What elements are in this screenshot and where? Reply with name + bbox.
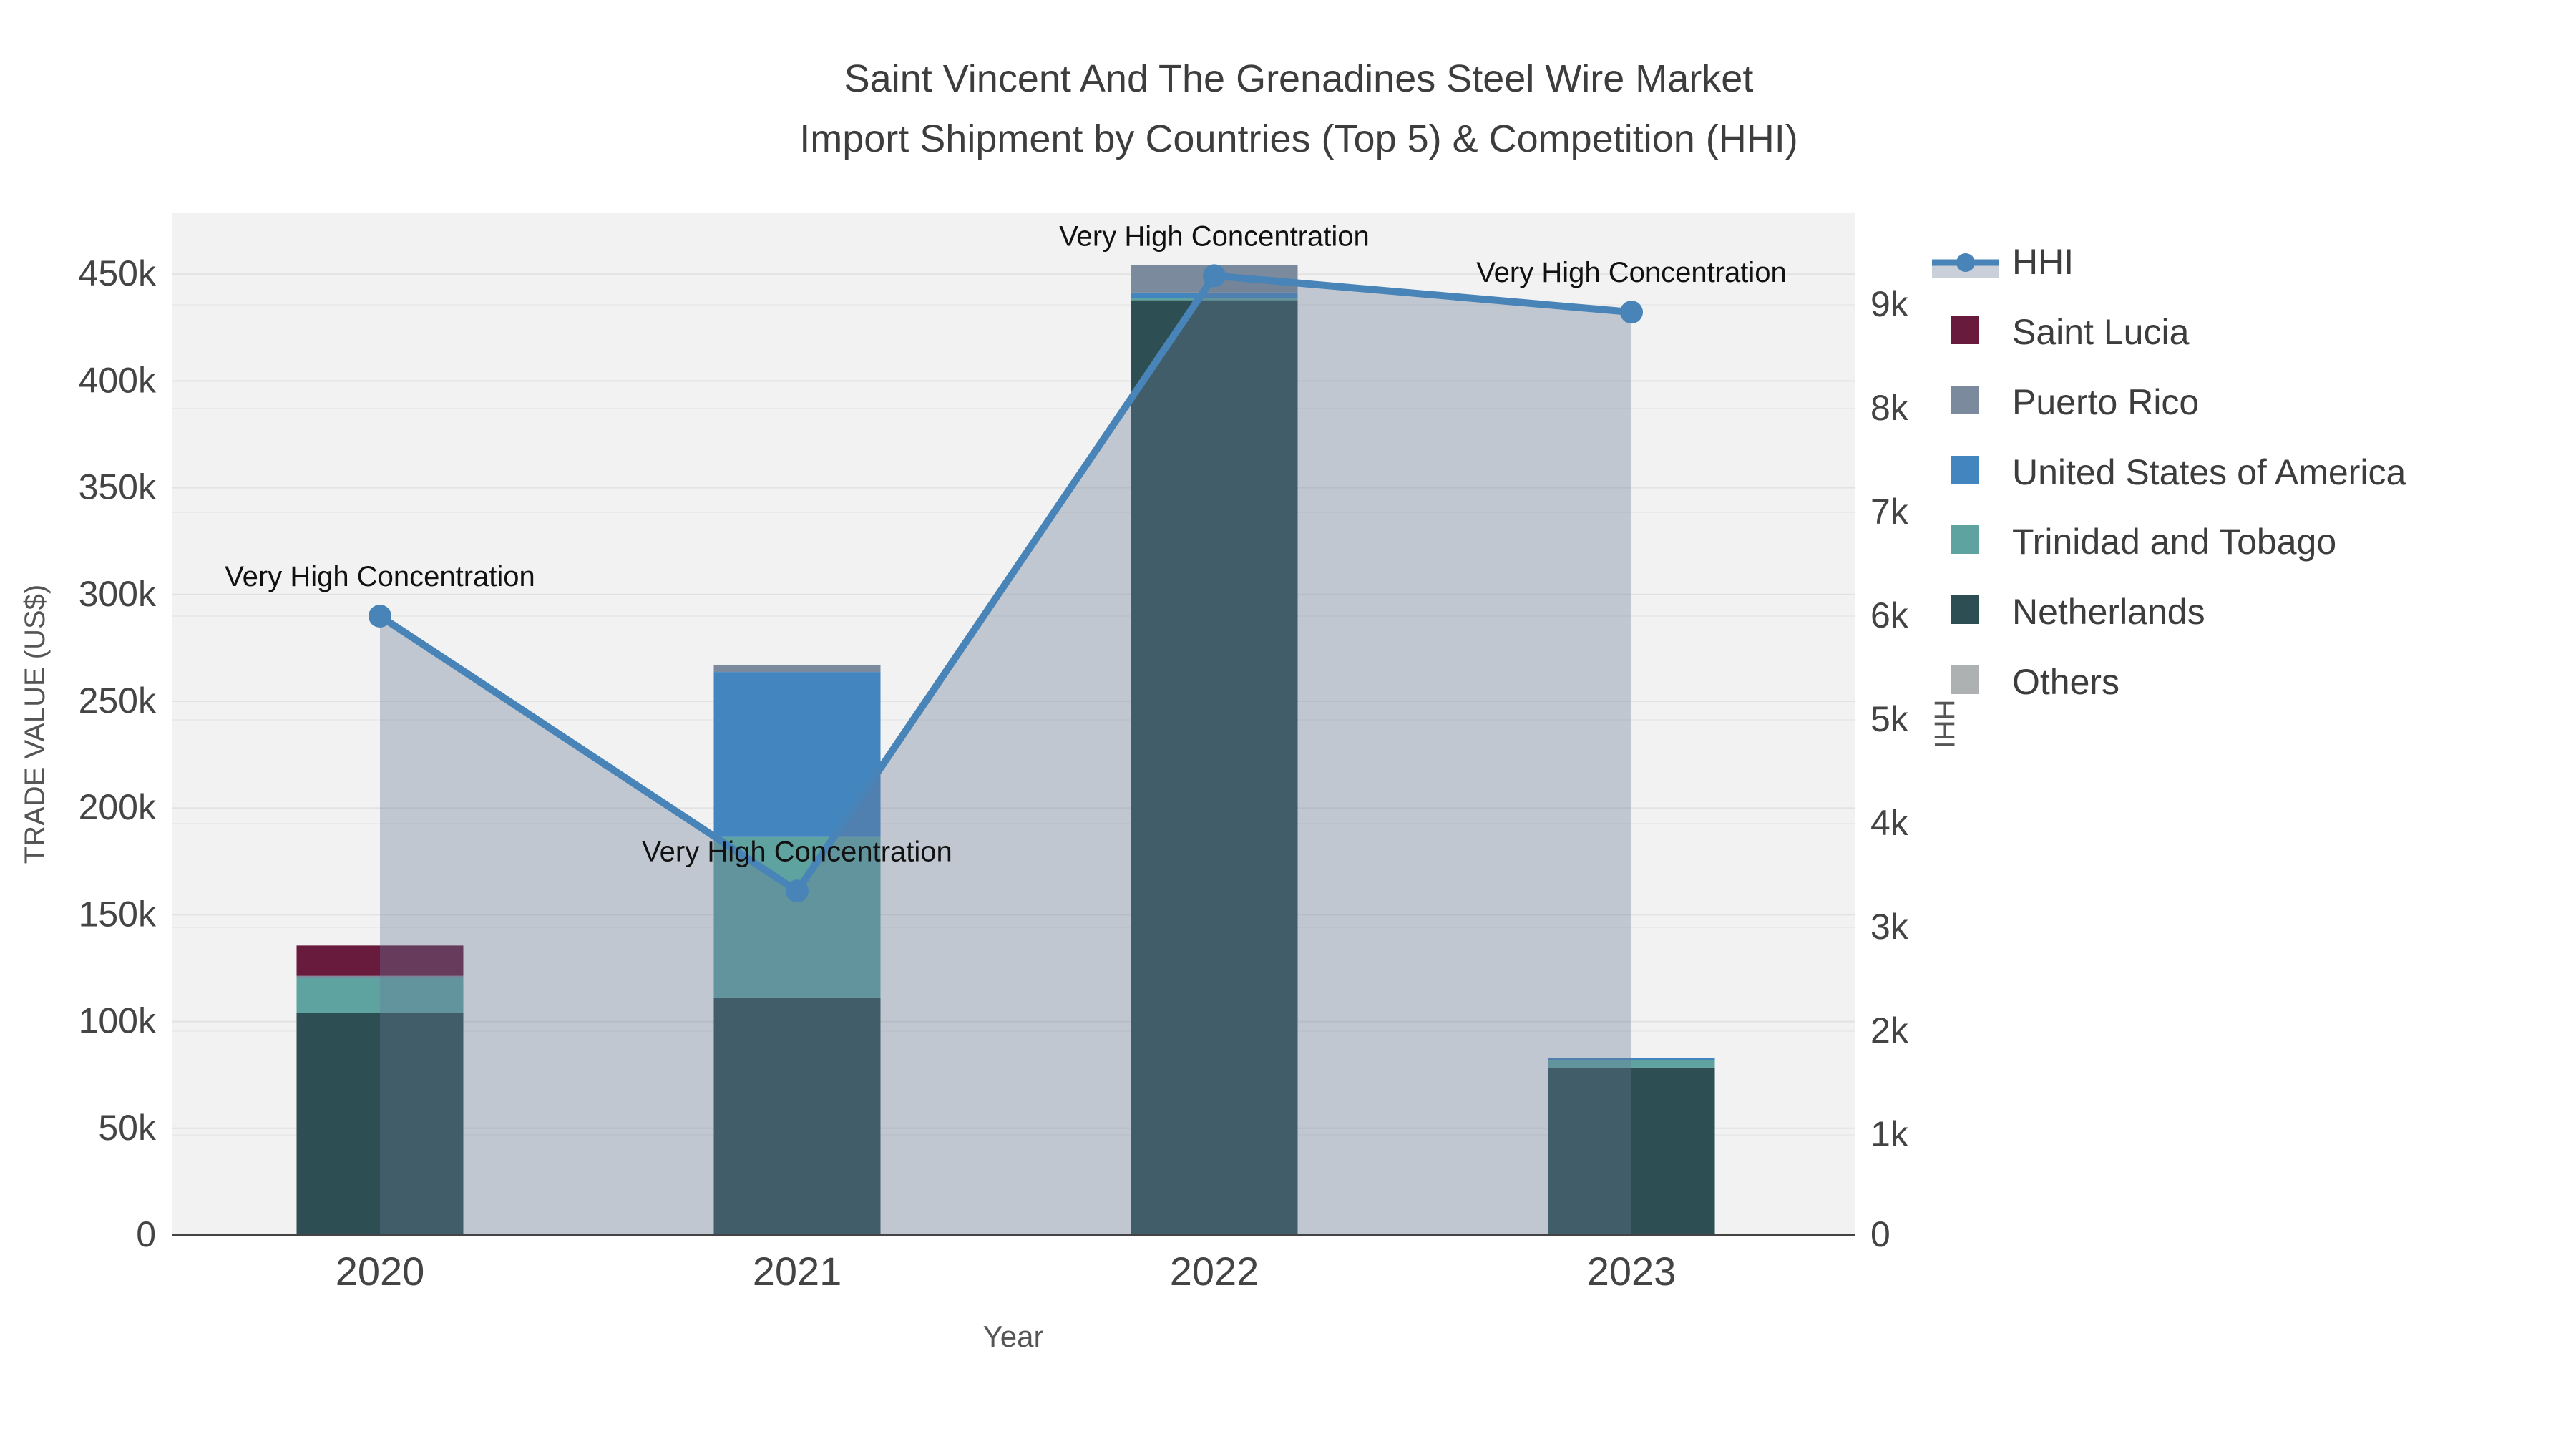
annotation-2020: Very High Concentration bbox=[225, 561, 535, 592]
legend-item-others[interactable]: Others bbox=[1951, 662, 2119, 702]
hhi-marker-2022 bbox=[1203, 264, 1226, 288]
chart-title-line1: Saint Vincent And The Grenadines Steel W… bbox=[844, 57, 1754, 100]
x-axis-title: Year bbox=[983, 1319, 1044, 1353]
bar-segment-trinidad-and-tobago-2021 bbox=[713, 836, 881, 998]
legend-item-puerto-rico[interactable]: Puerto Rico bbox=[1951, 382, 2199, 422]
x-tick-2020: 2020 bbox=[336, 1249, 425, 1294]
y2-tick-8k: 8k bbox=[1870, 388, 1909, 428]
bar-segment-netherlands-2020 bbox=[296, 1013, 464, 1235]
bar-segment-trinidad-and-tobago-2020 bbox=[296, 978, 464, 1013]
legend-label-others: Others bbox=[2012, 662, 2119, 702]
legend-label-netherlands: Netherlands bbox=[2012, 592, 2205, 632]
y-tick-400k: 400k bbox=[79, 360, 157, 400]
x-tick-2022: 2022 bbox=[1170, 1249, 1259, 1294]
y2-tick-1k: 1k bbox=[1870, 1114, 1909, 1154]
legend-label-hhi: HHI bbox=[2012, 242, 2074, 282]
y-tick-0: 0 bbox=[136, 1214, 156, 1254]
y2-tick-5k: 5k bbox=[1870, 699, 1909, 739]
annotation-2021: Very High Concentration bbox=[642, 836, 952, 867]
y-tick-450k: 450k bbox=[79, 253, 157, 293]
x-tick-2023: 2023 bbox=[1587, 1249, 1677, 1294]
y-tick-200k: 200k bbox=[79, 787, 157, 827]
bar-segment-netherlands-2021 bbox=[713, 997, 881, 1235]
y2-tick-4k: 4k bbox=[1870, 803, 1909, 843]
x-tick-2021: 2021 bbox=[753, 1249, 842, 1294]
bar-segment-puerto-rico-2021 bbox=[713, 664, 881, 673]
legend-item-saint-lucia[interactable]: Saint Lucia bbox=[1951, 312, 2190, 352]
y-tick-350k: 350k bbox=[79, 467, 157, 507]
annotations-layer: Very High Concentration Very High Concent… bbox=[225, 220, 1787, 867]
legend-item-hhi[interactable]: HHI bbox=[1932, 242, 2074, 282]
bar-segment-saint-lucia-2020 bbox=[296, 945, 464, 976]
legend-item-netherlands[interactable]: Netherlands bbox=[1951, 592, 2205, 632]
hhi-line-layer bbox=[369, 264, 1643, 903]
legend-item-united-states-of-america[interactable]: United States of America bbox=[1951, 452, 2406, 492]
y-tick-150k: 150k bbox=[79, 894, 157, 934]
bar-segment-united-states-of-america-2022 bbox=[1131, 292, 1298, 298]
chart-title-line2: Import Shipment by Countries (Top 5) & C… bbox=[799, 117, 1798, 160]
y2-tick-6k: 6k bbox=[1870, 595, 1909, 635]
hhi-area-layer bbox=[380, 275, 1631, 1235]
annotation-2022: Very High Concentration bbox=[1059, 220, 1370, 252]
y2-tick-7k: 7k bbox=[1870, 492, 1909, 532]
legend-label-saint-lucia: Saint Lucia bbox=[2012, 312, 2190, 352]
bar-segment-netherlands-2022 bbox=[1131, 300, 1298, 1236]
bar-segment-trinidad-and-tobago-2022 bbox=[1131, 298, 1298, 301]
y-tick-100k: 100k bbox=[79, 1001, 157, 1041]
y-axis-title: TRADE VALUE (US$) bbox=[19, 585, 51, 864]
y2-tick-2k: 2k bbox=[1870, 1010, 1909, 1050]
hhi-marker-2020 bbox=[369, 605, 391, 628]
bar-series-layer bbox=[296, 265, 1715, 1236]
bar-segment-trinidad-and-tobago-2023 bbox=[1548, 1060, 1715, 1068]
annotation-2023: Very High Concentration bbox=[1476, 257, 1787, 288]
y-tick-50k: 50k bbox=[98, 1108, 157, 1148]
y-tick-300k: 300k bbox=[79, 574, 157, 614]
hhi-marker-2023 bbox=[1620, 301, 1643, 324]
axis-ticks: 0 50k 100k 150k 200k 250k 300k 350k 400k 450k 0 1k 2… bbox=[79, 253, 1909, 1294]
legend-item-trinidad-and-tobago[interactable]: Trinidad and Tobago bbox=[1951, 522, 2336, 562]
bar-segment-puerto-rico-2020 bbox=[296, 975, 464, 979]
bar-segment-united-states-of-america-2023 bbox=[1548, 1058, 1715, 1060]
bar-segment-netherlands-2023 bbox=[1548, 1067, 1715, 1235]
legend: HHI Saint Lucia Puerto Rico United States o… bbox=[1932, 242, 2406, 702]
hhi-line bbox=[378, 272, 1632, 895]
hhi-marker-2021 bbox=[786, 879, 809, 903]
legend-label-puerto-rico: Puerto Rico bbox=[2012, 382, 2199, 422]
y-tick-250k: 250k bbox=[79, 680, 157, 721]
y2-tick-9k: 9k bbox=[1870, 284, 1909, 324]
hhi-area-fill bbox=[380, 275, 1631, 1235]
legend-label-trinidad-and-tobago: Trinidad and Tobago bbox=[2012, 522, 2336, 562]
y2-axis-title: HHI bbox=[1928, 700, 1960, 749]
legend-label-united-states-of-america: United States of America bbox=[2012, 452, 2406, 492]
y2-tick-3k: 3k bbox=[1870, 907, 1909, 947]
y2-tick-0: 0 bbox=[1870, 1214, 1890, 1254]
